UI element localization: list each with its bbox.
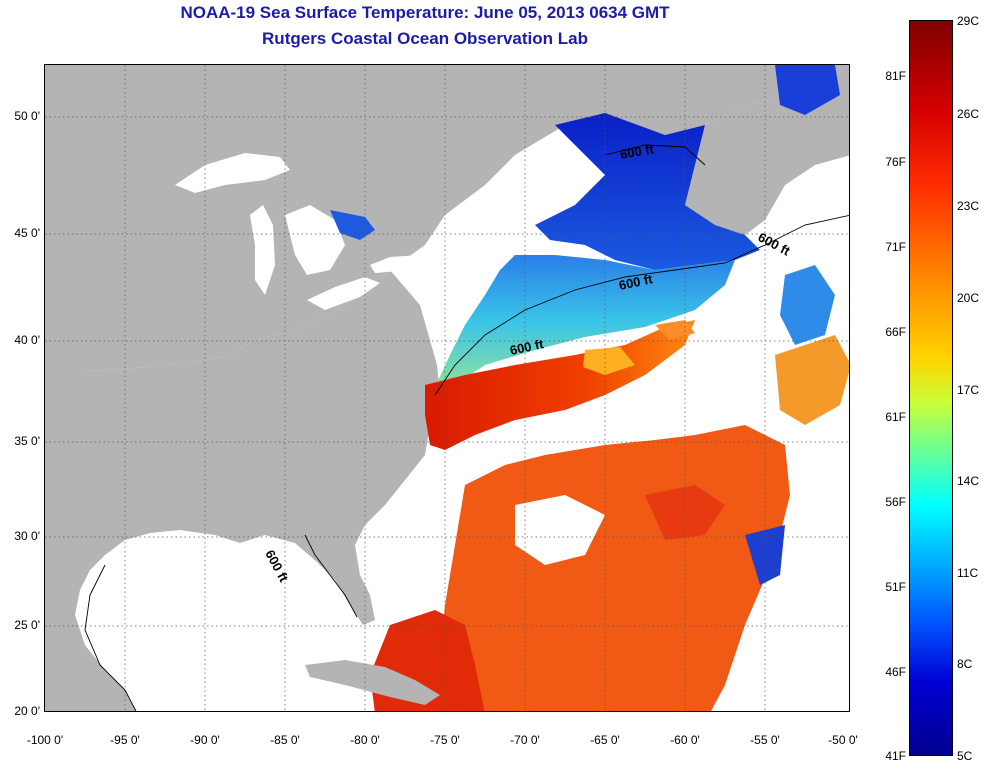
colorbar-f-label: 66F [885,325,906,339]
map-subtitle: Rutgers Coastal Ocean Observation Lab [262,29,588,48]
colorbar-f-label: 56F [885,495,906,509]
x-tick: -65 0' [590,733,620,747]
colorbar-c-label: 8C [957,657,973,671]
sst-warm-ring [583,347,635,375]
x-tick: -50 0' [828,733,858,747]
colorbar-f-label: 41F [885,749,906,763]
colorbar-c-label: 29C [957,14,980,28]
color-scale-bar [909,20,953,756]
colorbar-f-label: 61F [885,410,906,424]
cloud-patch-1 [515,495,605,565]
colorbar-f-label: 81F [885,69,906,83]
land-south [45,270,440,711]
x-tick: -90 0' [190,733,220,747]
lake-erie [307,277,380,310]
map-title: NOAA-19 Sea Surface Temperature: June 05… [180,3,670,22]
sst-sargasso [440,425,790,711]
sst-map: 600 ft 600 ft 600 ft 600 ft 600 ft [44,64,850,712]
y-tick: 20 0' [14,704,40,718]
contour-label-2: 600 ft [509,336,546,358]
colorbar-c-label: 23C [957,199,980,213]
sst-lake-patch [330,210,375,240]
y-tick: 40 0' [14,333,40,347]
x-tick: -80 0' [350,733,380,747]
x-tick: -70 0' [510,733,540,747]
contour-label-5: 600 ft [262,547,292,585]
lake-ontario [370,255,425,273]
sst-cool-patch [745,525,785,585]
land-cuba [305,660,440,705]
sst-cold-stlawrence [535,113,760,270]
y-tick: 30 0' [14,529,40,543]
lake-superior [175,153,290,193]
y-tick: 50 0' [14,109,40,123]
x-tick: -60 0' [670,733,700,747]
lake-michigan [250,205,275,295]
colorbar-f-label: 46F [885,665,906,679]
x-tick: -100 0' [26,733,64,747]
y-tick: 45 0' [14,226,40,240]
sst-hot-patch [645,485,725,540]
depth-contour [84,144,849,711]
colorbar-c-label: 20C [957,291,980,305]
x-tick: -55 0' [750,733,780,747]
sst-east-warm [775,335,849,425]
colorbar-c-label: 26C [957,107,980,121]
contour-label-4: 600 ft [619,141,656,162]
sst-gulf-stream [425,320,695,450]
sst-shelf [435,255,735,387]
lake-huron [285,205,345,275]
x-tick: -85 0' [270,733,300,747]
contour-label-1: 600 ft [618,271,655,293]
colorbar-c-label: 14C [957,474,980,488]
colorbar-f-label: 76F [885,155,906,169]
y-tick: 25 0' [14,618,40,632]
y-tick: 35 0' [14,434,40,448]
sst-cold-labrador [775,65,840,115]
colorbar-f-label: 71F [885,240,906,254]
colorbar-c-label: 11C [957,566,979,580]
colorbar-f-label: 51F [885,580,906,594]
colorbar-c-label: 5C [957,749,973,763]
graticule [45,65,849,711]
x-tick: -75 0' [430,733,460,747]
x-tick: -95 0' [110,733,140,747]
colorbar-c-label: 17C [957,383,980,397]
sst-map-graphic: 600 ft 600 ft 600 ft 600 ft 600 ft [45,65,849,711]
sst-east-cool [780,265,835,345]
